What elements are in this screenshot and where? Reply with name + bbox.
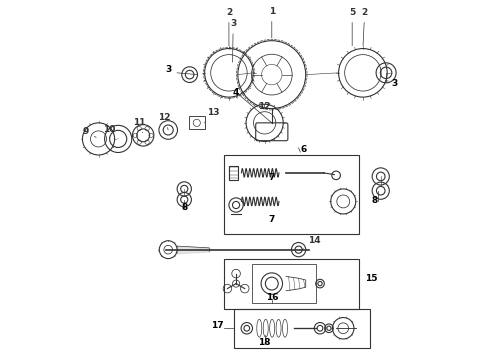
Text: 12: 12 <box>158 113 171 130</box>
Text: 2: 2 <box>362 8 368 46</box>
Text: 11: 11 <box>133 118 146 133</box>
Text: 10: 10 <box>103 125 118 139</box>
Text: 17: 17 <box>211 320 223 329</box>
Text: 3: 3 <box>166 65 172 74</box>
Text: 1: 1 <box>269 7 275 38</box>
Text: 9: 9 <box>83 127 96 138</box>
Bar <box>223 155 359 234</box>
Text: 3: 3 <box>392 80 398 89</box>
Text: 15: 15 <box>365 274 377 283</box>
Text: 5: 5 <box>349 8 355 46</box>
Text: 13: 13 <box>205 108 219 123</box>
Bar <box>189 116 205 129</box>
Bar <box>234 309 370 348</box>
Text: 14: 14 <box>302 235 321 249</box>
Text: 3: 3 <box>230 19 236 62</box>
Text: 7: 7 <box>269 215 275 224</box>
Text: 7: 7 <box>269 173 275 182</box>
Text: 12: 12 <box>258 102 271 111</box>
Text: 8: 8 <box>371 196 378 205</box>
Text: 2: 2 <box>226 8 232 46</box>
Text: 18: 18 <box>258 338 271 347</box>
Text: 6: 6 <box>300 145 307 154</box>
Text: 16: 16 <box>266 293 278 302</box>
Bar <box>223 258 359 309</box>
Text: 4: 4 <box>233 88 239 97</box>
Bar <box>229 166 238 180</box>
Text: 8: 8 <box>181 203 187 212</box>
Bar <box>252 264 317 303</box>
